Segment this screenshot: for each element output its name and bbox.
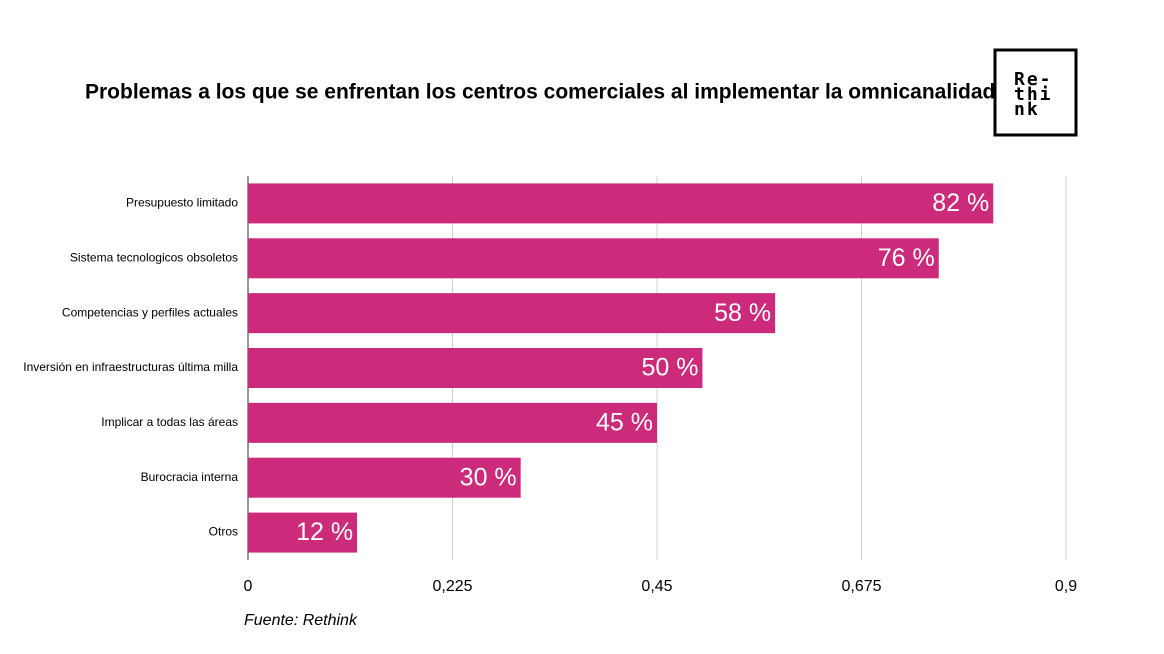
y-tick-label: Competencias y perfiles actuales xyxy=(62,305,238,319)
logo-frame xyxy=(993,48,1078,137)
value-label: 45 % xyxy=(596,408,653,436)
y-tick-label: Presupuesto limitado xyxy=(126,196,238,210)
bar xyxy=(248,293,776,334)
logo-line: Re- xyxy=(1014,69,1053,90)
value-label: 12 % xyxy=(296,518,353,546)
logo-line: thi xyxy=(1014,84,1053,105)
bar xyxy=(248,183,994,224)
value-label: 82 % xyxy=(932,189,989,217)
x-tick-label: 0 xyxy=(244,578,253,595)
y-tick-label: Implicar a todas las áreas xyxy=(101,415,238,429)
x-tick-label: 0,675 xyxy=(841,578,881,595)
value-label: 50 % xyxy=(641,354,698,382)
y-tick-label: Inversión en infraestructuras última mil… xyxy=(23,360,238,374)
value-label: 30 % xyxy=(460,463,517,491)
bar xyxy=(248,457,521,498)
logo: Re- thi nk xyxy=(1014,69,1053,120)
bar xyxy=(248,238,939,279)
x-tick-label: 0,9 xyxy=(1055,578,1077,595)
x-tick-label: 0,45 xyxy=(641,578,672,595)
value-label: 58 % xyxy=(714,299,771,327)
chart-title: Problemas a los que se enfrentan los cen… xyxy=(85,81,995,104)
value-label: 76 % xyxy=(878,244,935,272)
logo-line: nk xyxy=(1014,99,1040,120)
source-note: Fuente: Rethink xyxy=(244,612,358,629)
bar xyxy=(248,512,358,553)
x-tick-label: 0,225 xyxy=(432,578,472,595)
bar xyxy=(248,402,657,443)
y-tick-label: Otros xyxy=(209,525,238,539)
y-tick-label: Sistema tecnologicos obsoletos xyxy=(70,250,238,264)
y-tick-label: Burocracia interna xyxy=(141,470,239,484)
bar xyxy=(248,348,703,388)
